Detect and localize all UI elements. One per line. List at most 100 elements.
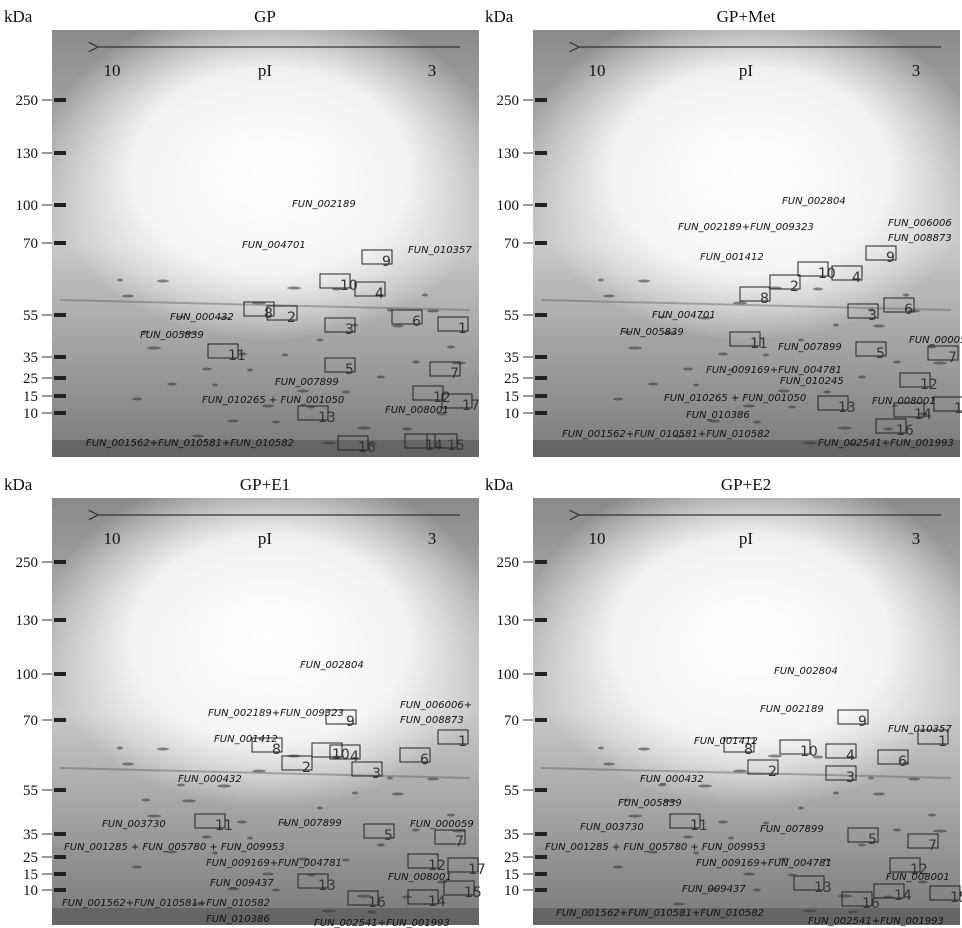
- protein-spot: [928, 814, 936, 817]
- ladder-band: [535, 888, 547, 892]
- protein-spot: [322, 442, 336, 445]
- box-number: 6: [898, 754, 907, 770]
- protein-label: FUN_008001: [385, 405, 449, 416]
- kda-tick-label: 250: [16, 93, 39, 109]
- ladder-band: [54, 151, 66, 155]
- ladder-band: [535, 203, 547, 207]
- pi-label: 3: [428, 529, 437, 548]
- protein-label: FUN_009169+FUN_004781: [706, 365, 842, 376]
- pi-label: 3: [912, 529, 921, 548]
- box-number: 16: [368, 895, 386, 911]
- ladder-band: [54, 672, 66, 676]
- box-number: 5: [384, 828, 393, 844]
- kda-tick-label: 55: [504, 308, 519, 324]
- protein-label: FUN_008873: [400, 715, 464, 726]
- protein-label: FUN_006006+: [400, 700, 472, 711]
- protein-spot: [157, 748, 169, 751]
- pi-label: pI: [739, 61, 754, 80]
- protein-label: FUN_002541+FUN_001993: [818, 438, 954, 449]
- pi-label: 3: [912, 61, 921, 80]
- box-number: 16: [896, 423, 914, 439]
- ladder-band: [54, 203, 66, 207]
- box-number: 14: [425, 438, 443, 454]
- protein-label: FUN_001285 + FUN_005780 + FUN_009953: [64, 842, 285, 853]
- protein-spot: [402, 896, 412, 899]
- protein-spot: [598, 279, 604, 282]
- protein-spot: [933, 830, 947, 833]
- protein-spot: [392, 325, 404, 328]
- protein-spot: [933, 362, 947, 365]
- protein-spot: [673, 903, 685, 906]
- kda-tick-label: 10: [23, 406, 38, 422]
- box-number: 3: [372, 766, 381, 782]
- protein-spot: [858, 844, 866, 847]
- box-number: 2: [302, 760, 311, 776]
- box-number: 3: [345, 322, 354, 338]
- box-number: 7: [450, 366, 459, 382]
- protein-spot: [603, 763, 615, 766]
- kda-tick-label: 100: [16, 198, 39, 214]
- protein-label: FUN_002541+FUN_001993: [314, 918, 450, 928]
- box-number: 14: [894, 888, 912, 904]
- kda-tick-label: 250: [16, 555, 39, 571]
- box-number: 3: [868, 308, 877, 324]
- protein-spot: [447, 814, 455, 817]
- panel-title: GP+E1: [240, 475, 290, 494]
- box-number: 8: [264, 306, 273, 322]
- protein-label: FUN_002804: [300, 660, 364, 671]
- kda-tick-label: 25: [504, 371, 519, 387]
- protein-spot: [117, 279, 123, 282]
- box-number: 10: [332, 747, 350, 763]
- protein-label: FUN_001562+FUN_010581+FUN_010582: [556, 908, 764, 919]
- box-number: 5: [876, 346, 885, 362]
- protein-label: FUN_002804: [774, 666, 838, 677]
- ladder-band: [535, 151, 547, 155]
- protein-label: FUN_010357: [408, 245, 472, 256]
- pi-label: pI: [739, 529, 754, 548]
- protein-spot: [768, 755, 782, 758]
- ladder-band: [535, 618, 547, 622]
- protein-spot: [838, 427, 852, 430]
- protein-label: FUN_007899: [778, 342, 842, 353]
- box-number: 1: [938, 734, 947, 750]
- ladder-band: [54, 832, 66, 836]
- box-number: 14: [428, 894, 446, 910]
- pi-label: 10: [104, 61, 121, 80]
- protein-spot: [352, 792, 358, 795]
- kda-tick-label: 35: [23, 827, 38, 843]
- panel-title: GP+Met: [717, 7, 776, 26]
- protein-spot: [357, 427, 371, 430]
- protein-label: FUN_002189: [760, 704, 824, 715]
- box-number: 3: [846, 770, 855, 786]
- protein-spot: [683, 836, 693, 839]
- protein-spot: [628, 815, 642, 818]
- protein-spot: [893, 361, 901, 364]
- panel-title: GP: [254, 7, 276, 26]
- kda-tick-label: 35: [504, 350, 519, 366]
- protein-spot: [753, 889, 761, 892]
- protein-spot: [237, 821, 247, 824]
- box-number: 2: [768, 764, 777, 780]
- ladder-band: [54, 313, 66, 317]
- protein-spot: [272, 421, 280, 424]
- protein-label: FUN_007899: [760, 824, 824, 835]
- protein-spot: [718, 821, 728, 824]
- protein-spot: [648, 383, 658, 386]
- protein-spot: [412, 361, 420, 364]
- protein-label: FUN_007899: [275, 377, 339, 388]
- kda-tick-label: 250: [497, 555, 520, 571]
- pi-label: pI: [258, 529, 273, 548]
- kda-tick-label: 100: [16, 667, 39, 683]
- protein-label: FUN_010265 + FUN_001050: [202, 395, 344, 406]
- kda-tick-label: 25: [23, 371, 38, 387]
- protein-spot: [392, 793, 404, 796]
- protein-label: FUN_002189: [292, 199, 356, 210]
- ladder-band: [535, 672, 547, 676]
- box-number: 8: [760, 291, 769, 307]
- protein-spot: [858, 376, 866, 379]
- protein-label: FUN_005839: [140, 330, 204, 341]
- ladder-band: [54, 394, 66, 398]
- protein-spot: [628, 347, 642, 350]
- protein-spot: [903, 294, 909, 297]
